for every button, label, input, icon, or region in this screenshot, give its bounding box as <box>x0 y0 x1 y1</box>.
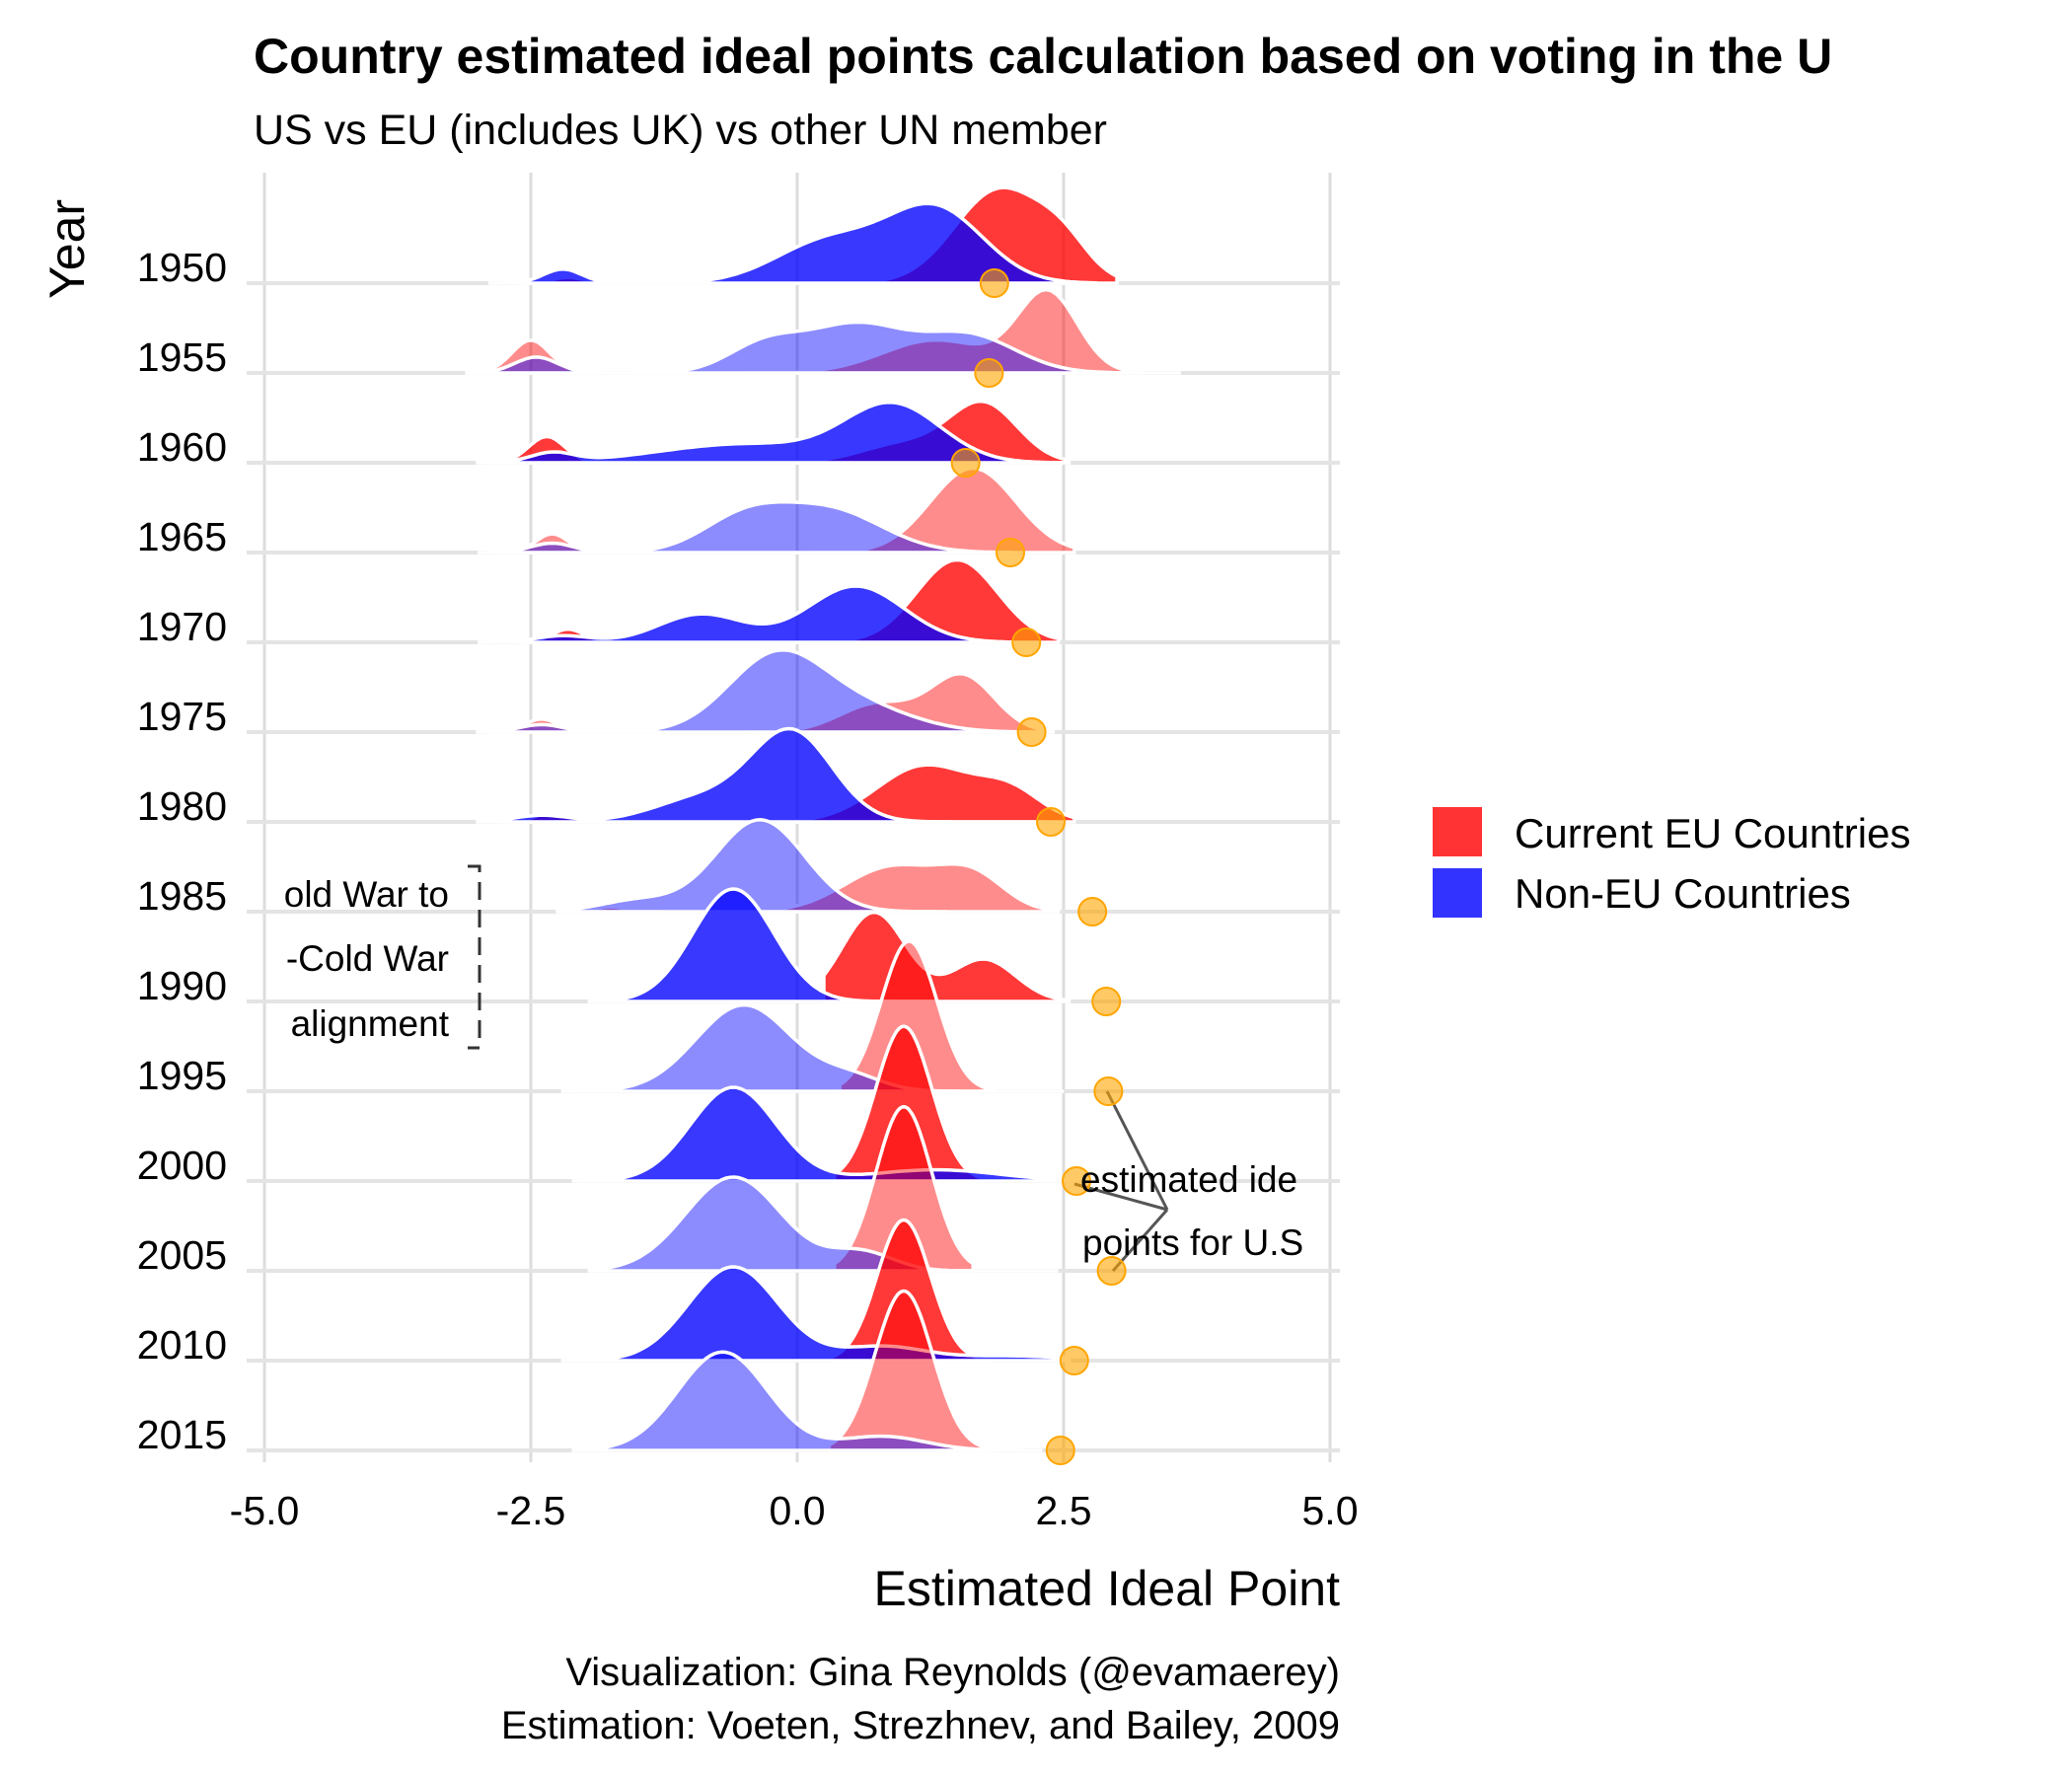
y-axis-ticks: 1950 1955 1960 1965 1970 1975 1980 1985 1990 1995… <box>137 245 227 1457</box>
caption-line-1: Visualization: Gina Reynolds (@evamaerey… <box>565 1651 1340 1694</box>
ridge-non-eu-1985 <box>555 818 947 914</box>
y-tick-label: 2005 <box>137 1232 227 1278</box>
ridge-row-1960 <box>476 399 1072 465</box>
ridge-eu-2015 <box>827 1289 997 1452</box>
ridge-row-1955 <box>465 287 1181 375</box>
y-tick-label: 1990 <box>137 963 227 1008</box>
ridge-row-2010 <box>560 1218 1072 1363</box>
ridge-non-eu-1970 <box>477 584 1012 644</box>
us-point-1975 <box>1016 717 1047 747</box>
y-tick-label: 2010 <box>137 1322 227 1368</box>
us-point-2000 <box>1061 1166 1091 1196</box>
cold-war-annotation-line-2: -Cold War <box>286 938 449 979</box>
ridge-non-eu-2015 <box>571 1350 1043 1452</box>
legend-key-eu <box>1433 807 1482 856</box>
ridge-non-eu-1995 <box>560 1002 1064 1093</box>
ridge-row-2000 <box>571 1024 1203 1183</box>
us-point-2005 <box>1096 1256 1127 1286</box>
ridge-non-eu-2005 <box>587 1175 1059 1273</box>
us-annotation-line-1: estimated ide <box>1080 1159 1297 1200</box>
ridge-row-1975 <box>476 647 1055 734</box>
ridge-row-1950 <box>487 185 1119 285</box>
annotations-layer: old War to -Cold War alignment <box>284 864 1169 1272</box>
us-points-layer <box>950 268 1127 1465</box>
legend-label-non-eu: Non-EU Countries <box>1515 870 1851 917</box>
us-point-2015 <box>1045 1436 1075 1465</box>
us-point-1990 <box>1091 987 1122 1016</box>
y-tick-label: 1950 <box>137 245 227 290</box>
chart-subtitle: US vs EU (includes UK) vs other UN membe… <box>254 107 1107 154</box>
x-tick-label: -2.5 <box>496 1488 566 1533</box>
x-tick-label: 5.0 <box>1302 1488 1359 1533</box>
ridge-non-eu-2010 <box>560 1265 1072 1363</box>
us-point-1970 <box>1011 628 1042 657</box>
ridge-non-eu-1960 <box>476 401 1066 465</box>
legend: Current EU Countries Non-EU Countries <box>1433 807 1910 918</box>
x-axis-ticks: -5.0 -2.5 0.0 2.5 5.0 <box>230 1488 1359 1533</box>
y-tick-label: 1975 <box>137 694 227 739</box>
ridge-non-eu-1975 <box>476 647 1045 734</box>
y-tick-label: 2015 <box>137 1412 227 1457</box>
y-tick-label: 1960 <box>137 424 227 470</box>
ridge-non-eu-1950 <box>487 201 1098 285</box>
ridge-non-eu-2000 <box>571 1085 1203 1183</box>
cold-war-bracket <box>468 864 481 1050</box>
x-tick-label: 2.5 <box>1036 1488 1092 1533</box>
ridge-eu-2005 <box>833 1105 975 1273</box>
y-tick-label: 1995 <box>137 1053 227 1098</box>
legend-key-non-eu <box>1433 868 1482 918</box>
ridges-layer <box>465 185 1203 1452</box>
y-tick-label: 1985 <box>137 873 227 919</box>
ridge-row-2015 <box>571 1289 1043 1452</box>
cold-war-annotation-line-1: old War to <box>284 874 449 915</box>
us-point-1960 <box>950 448 981 478</box>
ridge-row-2005 <box>587 1105 1059 1273</box>
ridge-eu-1995 <box>838 939 997 1093</box>
ridge-row-1965 <box>478 466 1076 555</box>
left-clip-mask <box>148 858 242 1056</box>
ridge-row-1985 <box>555 818 1061 914</box>
cold-war-annotation-line-3: alignment <box>291 1003 450 1044</box>
ridge-eu-2010 <box>827 1218 997 1363</box>
y-axis-title: Year <box>39 199 95 299</box>
us-point-1995 <box>1093 1076 1124 1106</box>
us-annotation-line-2: points for U.S <box>1082 1222 1303 1263</box>
ridge-non-eu-1980 <box>476 726 1043 824</box>
y-tick-label: 1970 <box>137 604 227 649</box>
x-tick-label: -5.0 <box>230 1488 300 1533</box>
y-tick-label: 1965 <box>137 514 227 559</box>
us-point-1955 <box>974 358 1004 388</box>
ridge-eu-1990 <box>822 910 1072 1003</box>
us-point-1950 <box>979 268 1009 298</box>
caption-line-2: Estimation: Voeten, Strezhnev, and Baile… <box>501 1704 1340 1747</box>
us-point-1965 <box>996 538 1025 567</box>
panel-clip-mask <box>1344 1135 1403 1302</box>
ridge-row-1980 <box>476 726 1076 824</box>
ridge-eu-2000 <box>833 1024 986 1183</box>
x-tick-label: 0.0 <box>770 1488 826 1533</box>
y-tick-label: 2000 <box>137 1143 227 1188</box>
legend-label-eu: Current EU Countries <box>1515 810 1910 856</box>
ridge-row-1995 <box>560 939 1064 1093</box>
chart-title: Country estimated ideal points calculati… <box>254 29 1832 84</box>
x-axis-title: Estimated Ideal Point <box>874 1561 1341 1616</box>
us-point-2010 <box>1059 1346 1089 1375</box>
us-point-1980 <box>1036 807 1067 837</box>
ridge-non-eu-1955 <box>465 320 1181 375</box>
us-annotation: estimated ide points for U.S <box>1080 1159 1303 1263</box>
y-tick-label: 1955 <box>137 334 227 380</box>
ridge-non-eu-1965 <box>478 500 1012 555</box>
us-point-1985 <box>1077 897 1108 926</box>
ridge-row-1970 <box>477 557 1061 644</box>
y-tick-label: 1980 <box>137 783 227 829</box>
